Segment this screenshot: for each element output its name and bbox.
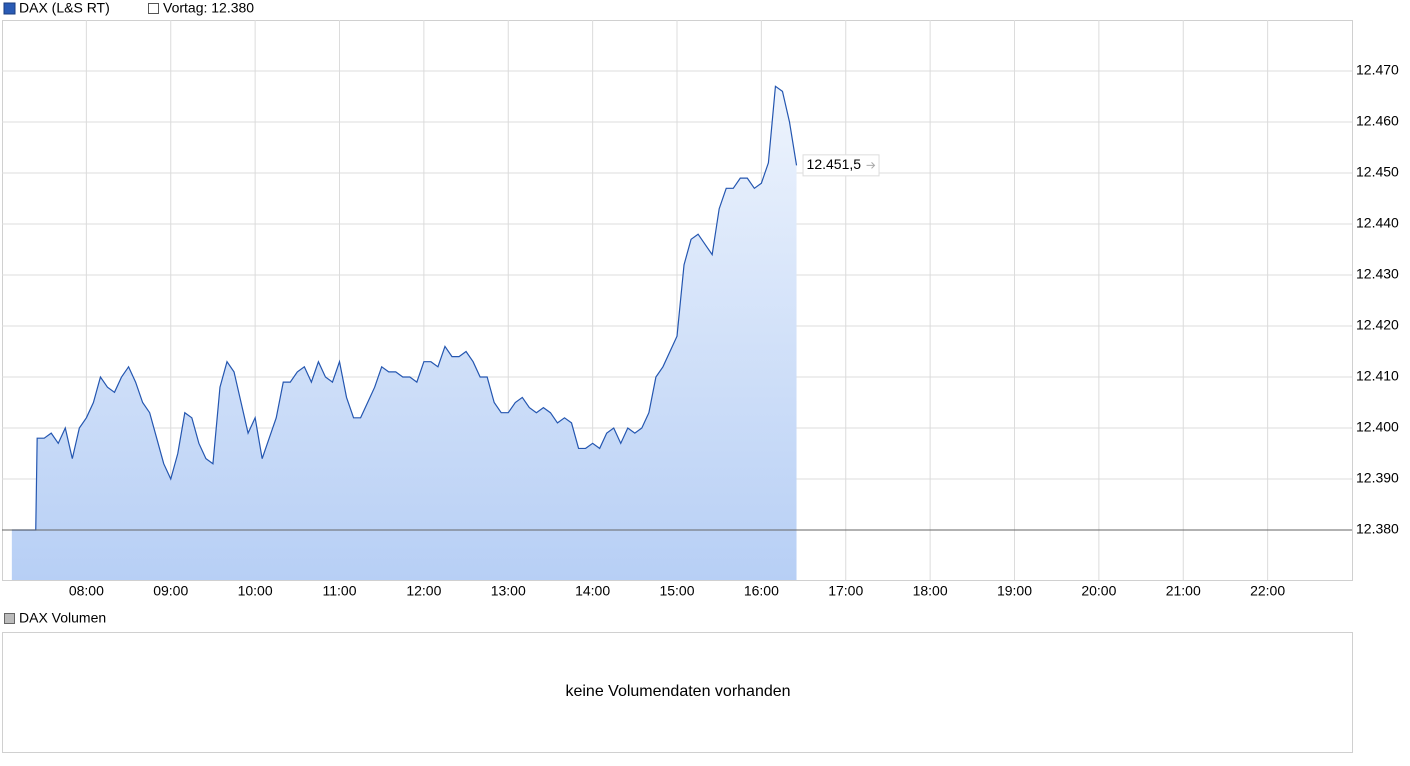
y-tick-label: 12.470 xyxy=(1356,62,1399,78)
y-tick-label: 12.380 xyxy=(1356,521,1399,537)
volume-message: keine Volumendaten vorhanden xyxy=(565,683,790,700)
y-tick-label: 12.450 xyxy=(1356,164,1399,180)
y-tick-label: 12.410 xyxy=(1356,368,1399,384)
legend-swatch xyxy=(148,3,159,14)
y-tick-label: 12.440 xyxy=(1356,215,1399,231)
y-tick-label: 12.430 xyxy=(1356,266,1399,282)
x-tick-label: 18:00 xyxy=(913,583,948,599)
x-tick-label: 15:00 xyxy=(659,583,694,599)
y-tick-label: 12.420 xyxy=(1356,317,1399,333)
x-tick-label: 19:00 xyxy=(997,583,1032,599)
x-tick-label: 21:00 xyxy=(1166,583,1201,599)
volume-frame xyxy=(2,632,1353,753)
x-tick-label: 08:00 xyxy=(69,583,104,599)
x-tick-label: 12:00 xyxy=(406,583,441,599)
y-tick-label: 12.400 xyxy=(1356,419,1399,435)
area xyxy=(11,86,797,581)
y-tick-label: 12.390 xyxy=(1356,470,1399,486)
value-label-box xyxy=(802,154,880,177)
line xyxy=(11,85,798,531)
volume-title: DAX Volumen xyxy=(19,610,106,626)
value-label-arrow xyxy=(866,162,876,169)
x-tick-label: 16:00 xyxy=(744,583,779,599)
x-tick-label: 10:00 xyxy=(238,583,273,599)
legend-swatch xyxy=(4,613,15,624)
x-tick-label: 09:00 xyxy=(153,583,188,599)
legend-label: DAX (L&S RT) xyxy=(19,0,110,16)
legend-label: Vortag: 12.380 xyxy=(163,0,254,16)
x-tick-label: 20:00 xyxy=(1081,583,1116,599)
data xyxy=(2,85,1352,581)
y-tick-label: 12.460 xyxy=(1356,113,1399,129)
x-tick-label: 14:00 xyxy=(575,583,610,599)
x-tick-label: 11:00 xyxy=(323,583,357,599)
x-tick-label: 22:00 xyxy=(1250,583,1285,599)
value-label: 12.451,5 xyxy=(807,156,862,172)
x-tick-label: 13:00 xyxy=(491,583,526,599)
legend-swatch xyxy=(3,2,16,15)
x-tick-label: 17:00 xyxy=(828,583,863,599)
